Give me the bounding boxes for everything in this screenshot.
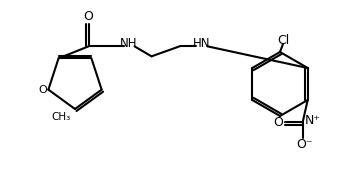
Text: NH: NH bbox=[120, 37, 137, 50]
Text: CH₃: CH₃ bbox=[51, 112, 71, 122]
Text: HN: HN bbox=[193, 37, 210, 50]
Text: O⁻: O⁻ bbox=[297, 139, 313, 152]
Text: O: O bbox=[273, 115, 283, 129]
Text: Cl: Cl bbox=[277, 33, 289, 46]
Text: O: O bbox=[84, 10, 93, 23]
Text: N⁺: N⁺ bbox=[305, 114, 321, 126]
Text: O: O bbox=[38, 85, 47, 95]
